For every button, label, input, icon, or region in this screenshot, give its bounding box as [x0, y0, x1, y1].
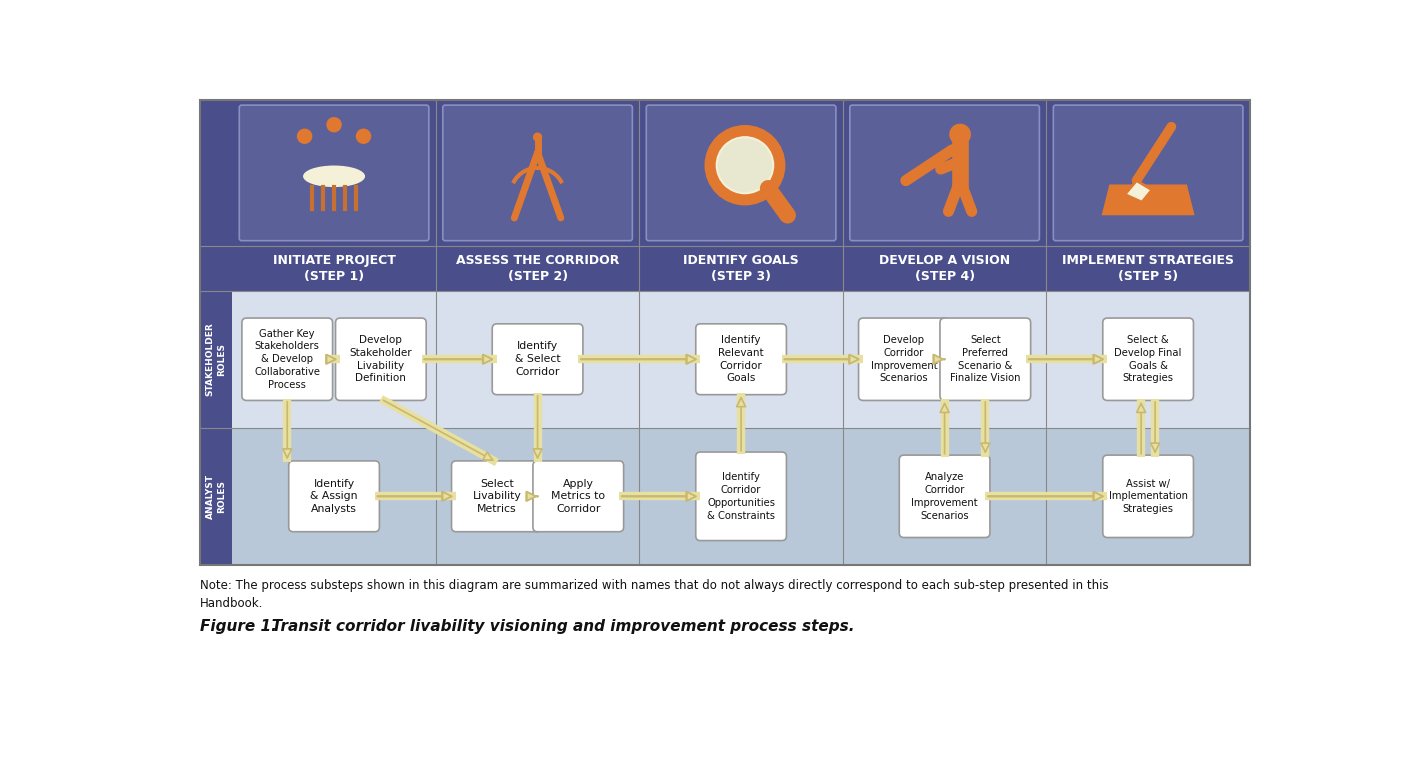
Bar [199, 427, 233, 565]
FancyBboxPatch shape [1103, 455, 1193, 537]
Text: Transit corridor livability visioning and improvement process steps.: Transit corridor livability visioning an… [256, 619, 854, 633]
Text: Analyze
Corridor
Improvement
Scenarios: Analyze Corridor Improvement Scenarios [911, 472, 979, 520]
Circle shape [717, 138, 772, 192]
FancyBboxPatch shape [493, 324, 583, 395]
Circle shape [297, 129, 312, 144]
Bar [199, 291, 233, 427]
Ellipse shape [304, 165, 366, 187]
FancyBboxPatch shape [696, 452, 786, 541]
Text: Apply
Metrics to
Corridor: Apply Metrics to Corridor [551, 478, 606, 514]
FancyBboxPatch shape [532, 461, 624, 532]
FancyBboxPatch shape [452, 461, 542, 532]
Text: IDENTIFY GOALS
(STEP 3): IDENTIFY GOALS (STEP 3) [683, 254, 799, 283]
Text: INITIATE PROJECT
(STEP 1): INITIATE PROJECT (STEP 1) [273, 254, 395, 283]
Text: STAKEHOLDER
ROLES: STAKEHOLDER ROLES [206, 322, 226, 396]
Circle shape [326, 117, 342, 133]
Circle shape [356, 129, 371, 144]
Bar [199, 100, 1250, 291]
Text: Gather Key
Stakeholders
& Develop
Collaborative
Process: Gather Key Stakeholders & Develop Collab… [254, 328, 321, 390]
FancyBboxPatch shape [647, 105, 836, 241]
Bar [199, 100, 1250, 565]
FancyBboxPatch shape [696, 324, 786, 395]
Bar [199, 427, 1250, 565]
Text: Assist w/
Implementation
Strategies: Assist w/ Implementation Strategies [1108, 478, 1187, 514]
Circle shape [532, 133, 542, 142]
Text: Select
Livability
Metrics: Select Livability Metrics [473, 478, 521, 514]
Circle shape [710, 130, 779, 200]
Text: IMPLEMENT STRATEGIES
(STEP 5): IMPLEMENT STRATEGIES (STEP 5) [1062, 254, 1234, 283]
Text: Identify
& Select
Corridor: Identify & Select Corridor [515, 342, 561, 377]
Polygon shape [1125, 181, 1152, 202]
Text: DEVELOP A VISION
(STEP 4): DEVELOP A VISION (STEP 4) [880, 254, 1010, 283]
Text: ANALYST
ROLES: ANALYST ROLES [206, 473, 226, 519]
FancyBboxPatch shape [858, 318, 949, 400]
Text: Identify
Corridor
Opportunities
& Constraints: Identify Corridor Opportunities & Constr… [707, 472, 775, 520]
Bar [199, 291, 1250, 427]
Text: Identify
Relevant
Corridor
Goals: Identify Relevant Corridor Goals [719, 335, 764, 384]
FancyBboxPatch shape [1053, 105, 1243, 241]
FancyBboxPatch shape [336, 318, 426, 400]
FancyBboxPatch shape [239, 105, 429, 241]
Circle shape [949, 124, 971, 145]
FancyBboxPatch shape [850, 105, 1039, 241]
FancyBboxPatch shape [443, 105, 633, 241]
Text: Figure 1.: Figure 1. [199, 619, 277, 633]
Text: ASSESS THE CORRIDOR
(STEP 2): ASSESS THE CORRIDOR (STEP 2) [456, 254, 620, 283]
Polygon shape [1101, 184, 1195, 215]
FancyBboxPatch shape [899, 455, 990, 537]
Text: Note: The process substeps shown in this diagram are summarized with names that : Note: The process substeps shown in this… [199, 579, 1108, 610]
Text: Select
Preferred
Scenario &
Finalize Vision: Select Preferred Scenario & Finalize Vis… [950, 335, 1021, 384]
Text: Develop
Corridor
Improvement
Scenarios: Develop Corridor Improvement Scenarios [871, 335, 938, 384]
Text: Identify
& Assign
Analysts: Identify & Assign Analysts [311, 478, 357, 514]
FancyBboxPatch shape [241, 318, 333, 400]
Text: Select &
Develop Final
Goals &
Strategies: Select & Develop Final Goals & Strategie… [1114, 335, 1182, 384]
FancyBboxPatch shape [940, 318, 1031, 400]
FancyBboxPatch shape [288, 461, 380, 532]
Text: Develop
Stakeholder
Livability
Definition: Develop Stakeholder Livability Definitio… [350, 335, 412, 384]
FancyBboxPatch shape [1103, 318, 1193, 400]
